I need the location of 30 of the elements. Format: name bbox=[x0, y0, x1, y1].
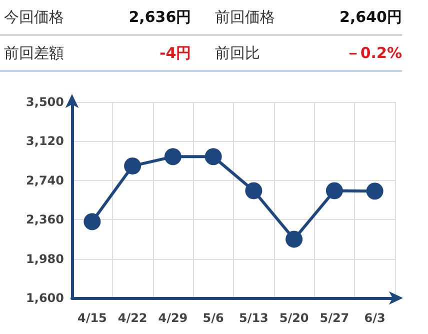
x-tick-label: 4/15 bbox=[77, 311, 107, 325]
y-tick-label: 3,120 bbox=[26, 134, 64, 148]
y-tick-label: 2,740 bbox=[26, 173, 64, 188]
y-tick-label: 2,360 bbox=[26, 212, 64, 227]
text: -4円 bbox=[158, 44, 192, 62]
y-tick-label: 1,980 bbox=[26, 252, 64, 266]
x-tick-label: 6/3 bbox=[364, 311, 386, 325]
x-tick-label: 5/6 bbox=[202, 311, 224, 325]
point bbox=[84, 213, 101, 230]
text: 2,640円 bbox=[338, 8, 402, 26]
y-tick-label: 3,500 bbox=[26, 95, 64, 109]
y-tick-label: 1,600 bbox=[26, 291, 64, 305]
x-tick-label: 5/13 bbox=[238, 311, 268, 325]
point bbox=[366, 182, 384, 200]
text: 今回価格 bbox=[3, 8, 65, 26]
point bbox=[245, 182, 262, 200]
text: －0.2% bbox=[344, 44, 402, 62]
point bbox=[124, 157, 142, 174]
point bbox=[286, 230, 303, 248]
text: 2,636円 bbox=[128, 8, 192, 26]
point bbox=[326, 182, 343, 200]
point bbox=[164, 148, 182, 166]
text: 前回差額 bbox=[3, 44, 65, 62]
x-tick-label: 4/29 bbox=[158, 311, 188, 325]
text: 前回価格 bbox=[214, 8, 276, 26]
x-tick-label: 5/20 bbox=[279, 311, 309, 325]
x-tick-label: 4/22 bbox=[118, 311, 148, 325]
point bbox=[204, 148, 222, 166]
x-tick-label: 5/27 bbox=[320, 311, 350, 325]
text: 前回比 bbox=[214, 44, 261, 62]
